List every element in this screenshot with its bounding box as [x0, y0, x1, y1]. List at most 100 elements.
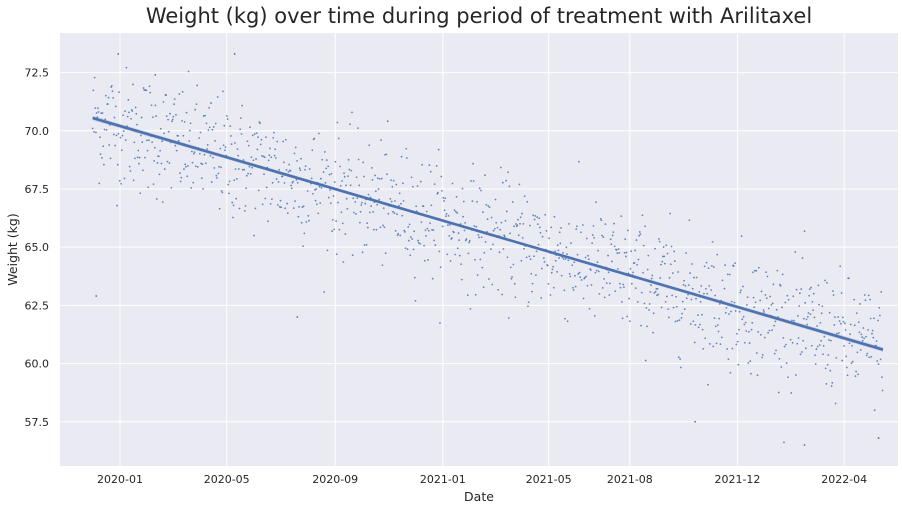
y-tick-label: 57.5: [25, 416, 50, 429]
data-point: [507, 171, 510, 174]
data-point: [713, 317, 716, 320]
data-point: [384, 252, 387, 255]
data-point: [295, 179, 298, 181]
data-point: [99, 153, 102, 156]
data-point: [446, 253, 449, 256]
data-point: [699, 323, 701, 326]
data-point: [601, 287, 604, 289]
data-point: [566, 320, 569, 323]
data-point: [582, 297, 585, 300]
data-point: [660, 306, 663, 309]
data-point: [498, 251, 501, 254]
data-point: [290, 184, 293, 187]
data-point: [715, 342, 718, 345]
data-point: [593, 315, 596, 317]
data-point: [577, 160, 580, 163]
data-point: [146, 149, 149, 152]
data-point: [181, 119, 183, 122]
data-point: [671, 272, 674, 274]
data-point: [264, 197, 267, 200]
data-point: [441, 225, 444, 228]
data-point: [431, 229, 433, 231]
data-point: [724, 264, 727, 267]
data-point: [209, 154, 212, 157]
data-point: [305, 221, 308, 223]
data-point: [519, 222, 521, 225]
data-point: [792, 295, 795, 298]
data-point: [641, 214, 644, 217]
data-point: [604, 223, 607, 226]
data-point: [470, 180, 472, 182]
data-point: [816, 325, 818, 327]
data-point: [773, 352, 776, 355]
data-point: [111, 90, 114, 93]
data-point: [591, 242, 594, 245]
data-point: [628, 320, 631, 323]
data-point: [242, 159, 245, 161]
data-point: [749, 360, 752, 363]
data-point: [572, 289, 575, 291]
data-point: [456, 211, 459, 214]
data-point: [862, 327, 865, 329]
data-point: [398, 192, 401, 195]
data-point: [153, 160, 156, 162]
data-point: [250, 156, 253, 159]
data-point: [807, 312, 810, 314]
data-point: [560, 227, 562, 229]
data-point: [210, 102, 212, 104]
data-point: [544, 213, 547, 216]
data-point: [304, 168, 306, 171]
data-point: [602, 236, 605, 238]
data-point: [517, 234, 520, 237]
data-point: [818, 303, 820, 306]
y-tick-label: 67.5: [25, 183, 50, 196]
data-point: [761, 356, 764, 359]
data-point: [415, 205, 418, 208]
data-point: [101, 112, 104, 115]
data-point: [140, 134, 142, 137]
data-point: [757, 331, 760, 333]
data-point: [235, 197, 238, 200]
data-point: [458, 239, 461, 242]
data-point: [213, 167, 216, 169]
data-point: [281, 175, 284, 178]
data-point: [698, 290, 701, 293]
data-point: [808, 294, 811, 297]
data-point: [853, 324, 856, 327]
data-point: [743, 323, 746, 326]
data-point: [845, 366, 848, 369]
data-point: [332, 195, 335, 197]
data-point: [118, 179, 121, 182]
data-point: [134, 157, 136, 160]
data-point: [845, 355, 848, 358]
data-point: [395, 183, 398, 186]
data-point: [323, 151, 326, 153]
data-point: [104, 118, 107, 121]
data-point: [529, 224, 531, 227]
data-point: [818, 344, 821, 346]
data-point: [685, 297, 688, 300]
data-point: [585, 275, 588, 278]
data-point: [293, 152, 296, 155]
data-point: [710, 265, 713, 267]
data-point: [812, 292, 815, 295]
data-point: [192, 181, 195, 184]
data-point: [694, 323, 697, 326]
data-point: [273, 154, 276, 157]
data-point: [210, 181, 213, 183]
data-point: [184, 163, 187, 166]
data-point: [812, 309, 814, 312]
data-point: [454, 253, 457, 256]
data-point: [177, 139, 180, 142]
data-point: [548, 237, 551, 240]
data-point: [778, 357, 781, 360]
data-point: [296, 316, 299, 318]
data-point: [424, 229, 427, 232]
data-point: [167, 118, 169, 121]
data-point: [648, 303, 651, 305]
data-point: [232, 204, 235, 207]
data-point: [843, 322, 846, 325]
data-point: [879, 358, 882, 361]
data-point: [691, 263, 693, 265]
